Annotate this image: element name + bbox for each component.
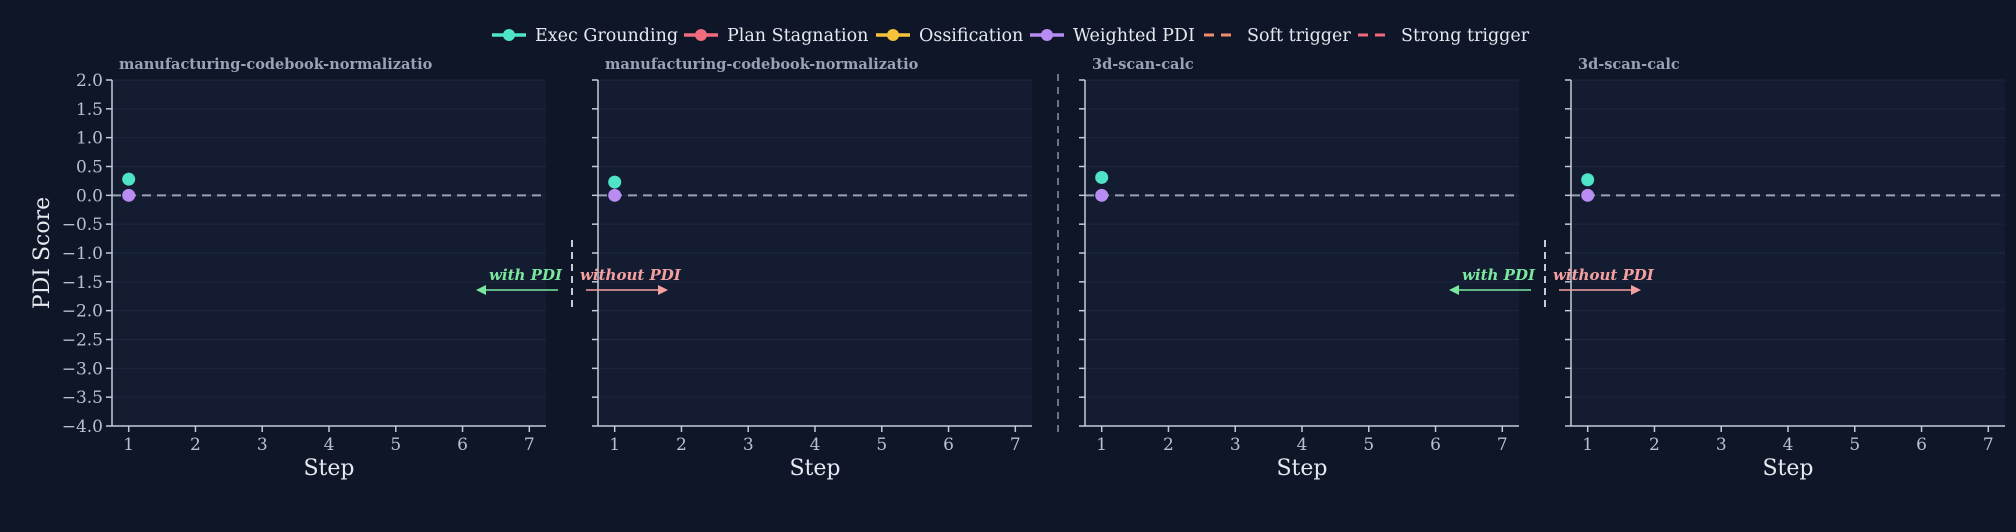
y-tick-label: 2.0 bbox=[76, 71, 103, 91]
x-tick-label: 7 bbox=[524, 435, 535, 455]
legend-swatch-marker bbox=[695, 29, 707, 41]
x-tick-label: 3 bbox=[1716, 435, 1727, 455]
x-tick-label: 1 bbox=[1096, 435, 1107, 455]
legend-item: Strong trigger bbox=[1358, 26, 1530, 46]
panel-title: 3d-scan-calc bbox=[1092, 56, 1194, 73]
x-tick-label: 5 bbox=[876, 435, 887, 455]
y-tick-label: −1.5 bbox=[62, 273, 103, 293]
pdi-annotation-2: with PDI without PDI bbox=[1449, 266, 1655, 295]
x-tick-label: 4 bbox=[1783, 435, 1794, 455]
x-tick-label: 7 bbox=[1497, 435, 1508, 455]
legend-label: Plan Stagnation bbox=[727, 26, 868, 46]
with-pdi-arrowhead bbox=[1449, 285, 1459, 295]
panel-title: manufacturing-codebook-normalizatio bbox=[119, 56, 433, 73]
panel-title: manufacturing-codebook-normalizatio bbox=[605, 56, 919, 73]
x-tick-label: 4 bbox=[324, 435, 335, 455]
x-axis-label: Step bbox=[789, 456, 840, 481]
y-tick-label: −2.5 bbox=[62, 331, 103, 351]
legend-label: Weighted PDI bbox=[1073, 26, 1195, 46]
x-tick-label: 3 bbox=[743, 435, 754, 455]
with-pdi-arrowhead bbox=[476, 285, 486, 295]
x-tick-label: 1 bbox=[1582, 435, 1593, 455]
y-tick-label: −3.0 bbox=[62, 359, 103, 379]
x-tick-label: 5 bbox=[1849, 435, 1860, 455]
y-tick-label: −0.5 bbox=[62, 215, 103, 235]
x-tick-label: 1 bbox=[123, 435, 134, 455]
x-tick-label: 4 bbox=[1297, 435, 1308, 455]
legend-item: Ossification bbox=[876, 26, 1023, 46]
x-axis-label: Step bbox=[1276, 456, 1327, 481]
without-pdi-arrowhead bbox=[658, 285, 668, 295]
data-point-exec-grounding bbox=[1581, 173, 1595, 187]
data-point-exec-grounding bbox=[122, 172, 136, 186]
x-tick-label: 2 bbox=[676, 435, 687, 455]
x-tick-label: 7 bbox=[1010, 435, 1021, 455]
x-tick-label: 5 bbox=[390, 435, 401, 455]
legend: Exec Grounding Plan Stagnation Ossificatio… bbox=[492, 26, 1530, 46]
panel-title: 3d-scan-calc bbox=[1578, 56, 1680, 73]
x-tick-label: 2 bbox=[190, 435, 201, 455]
legend-swatch-marker bbox=[503, 29, 515, 41]
y-tick-label: 1.5 bbox=[76, 100, 103, 120]
data-point-weighted-pdi bbox=[608, 188, 622, 202]
x-tick-label: 7 bbox=[1983, 435, 1994, 455]
y-tick-label: −4.0 bbox=[62, 417, 103, 437]
y-tick-label: −3.5 bbox=[62, 388, 103, 408]
legend-swatch-marker bbox=[1041, 29, 1053, 41]
x-tick-label: 6 bbox=[457, 435, 468, 455]
legend-label: Ossification bbox=[919, 26, 1023, 46]
with-pdi-label: with PDI bbox=[489, 266, 563, 284]
legend-item: Exec Grounding bbox=[492, 26, 678, 46]
with-pdi-label: with PDI bbox=[1462, 266, 1536, 284]
x-tick-label: 6 bbox=[1430, 435, 1441, 455]
without-pdi-label: without PDI bbox=[1553, 266, 1655, 284]
legend-item: Plan Stagnation bbox=[684, 26, 868, 46]
x-tick-label: 6 bbox=[943, 435, 954, 455]
y-tick-label: −2.0 bbox=[62, 302, 103, 322]
x-axis-label: Step bbox=[303, 456, 354, 481]
legend-label: Strong trigger bbox=[1401, 26, 1530, 46]
chart-panel-4: 1 2 3 4 5 6 7 3d-scan-calc Step bbox=[1565, 56, 2005, 481]
chart-panel-1: 2.0 1.5 1.0 0.5 0.0 −0.5 −1.0 −1.5 −2.0 −2.5 −3.0 −… bbox=[30, 56, 546, 481]
y-tick-label: −1.0 bbox=[62, 244, 103, 264]
legend-label: Soft trigger bbox=[1247, 26, 1351, 46]
pdi-annotation-1: with PDI without PDI bbox=[476, 266, 682, 295]
x-tick-label: 3 bbox=[257, 435, 268, 455]
without-pdi-label: without PDI bbox=[580, 266, 682, 284]
chart-panel-2: 1 2 3 4 5 6 7 manufacturing-codebook-normalizat… bbox=[592, 56, 1032, 481]
x-tick-label: 3 bbox=[1230, 435, 1241, 455]
without-pdi-arrowhead bbox=[1631, 285, 1641, 295]
x-tick-label: 2 bbox=[1163, 435, 1174, 455]
legend-item: Soft trigger bbox=[1204, 26, 1351, 46]
x-tick-label: 6 bbox=[1916, 435, 1927, 455]
x-axis-label: Step bbox=[1762, 456, 1813, 481]
y-tick-label: 0.5 bbox=[76, 158, 103, 178]
data-point-exec-grounding bbox=[608, 175, 622, 189]
legend-swatch-marker bbox=[887, 29, 899, 41]
legend-item: Weighted PDI bbox=[1030, 26, 1195, 46]
data-point-weighted-pdi bbox=[1581, 188, 1595, 202]
x-tick-label: 2 bbox=[1649, 435, 1660, 455]
y-tick-label: 0.0 bbox=[76, 186, 103, 206]
data-point-weighted-pdi bbox=[122, 188, 136, 202]
x-tick-label: 5 bbox=[1363, 435, 1374, 455]
legend-label: Exec Grounding bbox=[535, 26, 678, 46]
y-axis-label: PDI Score bbox=[30, 197, 55, 309]
data-point-weighted-pdi bbox=[1095, 188, 1109, 202]
y-tick-label: 1.0 bbox=[76, 129, 103, 149]
chart-panel-3: 1 2 3 4 5 6 7 3d-scan-calc Step bbox=[1079, 56, 1519, 481]
x-tick-label: 4 bbox=[810, 435, 821, 455]
data-point-exec-grounding bbox=[1095, 170, 1109, 184]
x-tick-label: 1 bbox=[609, 435, 620, 455]
